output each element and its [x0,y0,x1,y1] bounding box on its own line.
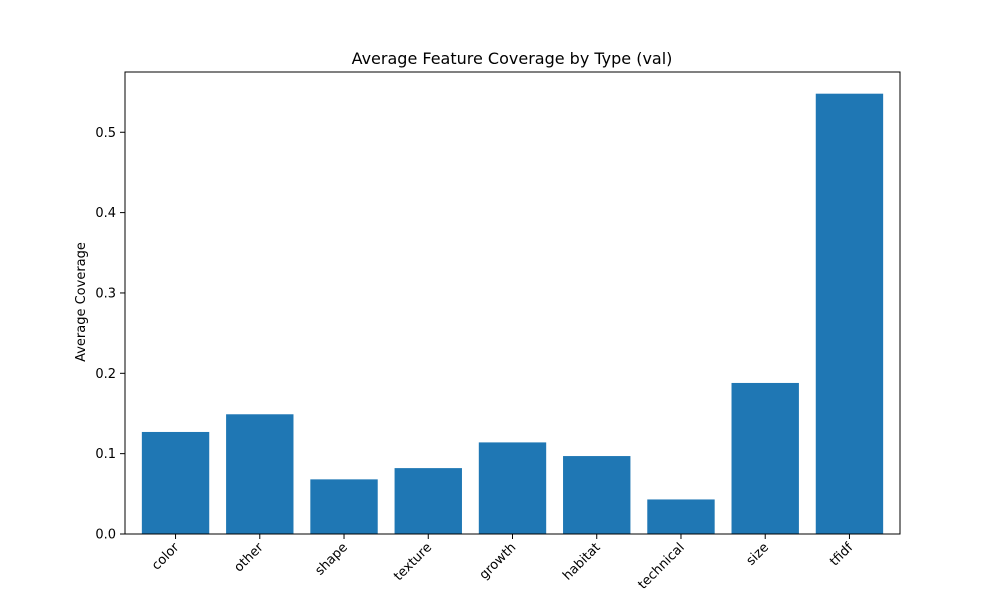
y-tick-label: 0.0 [95,528,116,543]
y-axis-label: Average Coverage [74,242,89,362]
x-tick-label-size: size [744,540,772,568]
x-tick-label-tfidf: tfidf [827,540,856,569]
y-tick-label: 0.1 [95,447,116,462]
bar-texture [394,468,462,534]
x-tick-label-shape: shape [313,540,351,578]
bar-color [141,431,210,534]
x-tick-label-color: color [149,540,183,574]
chart-title: Average Feature Coverage by Type (val) [352,49,673,68]
bar-size [731,382,799,534]
y-tick-label: 0.4 [95,206,116,221]
bar-other [226,414,294,534]
bar-technical [647,499,715,534]
x-tick-label-technical: technical [635,540,687,592]
y-tick-label: 0.2 [95,367,116,382]
bar-tfidf [815,93,884,534]
y-axis-ticks: 0.0 0.1 0.2 0.3 0.4 0.5 [95,126,125,543]
y-tick-label: 0.3 [95,286,116,301]
x-tick-label-growth: growth [477,540,520,583]
x-axis-ticks: color other shape texture growth habitat techn… [149,534,857,593]
y-tick-label: 0.5 [95,126,116,141]
x-tick-label-habitat: habitat [560,540,603,583]
x-tick-label-texture: texture [391,540,435,584]
plot-frame [124,71,901,535]
x-tick-label-other: other [232,540,268,576]
bar-habitat [563,456,631,534]
bar-shape [310,479,378,534]
bar-growth [478,442,547,534]
bars-layer [141,93,884,534]
